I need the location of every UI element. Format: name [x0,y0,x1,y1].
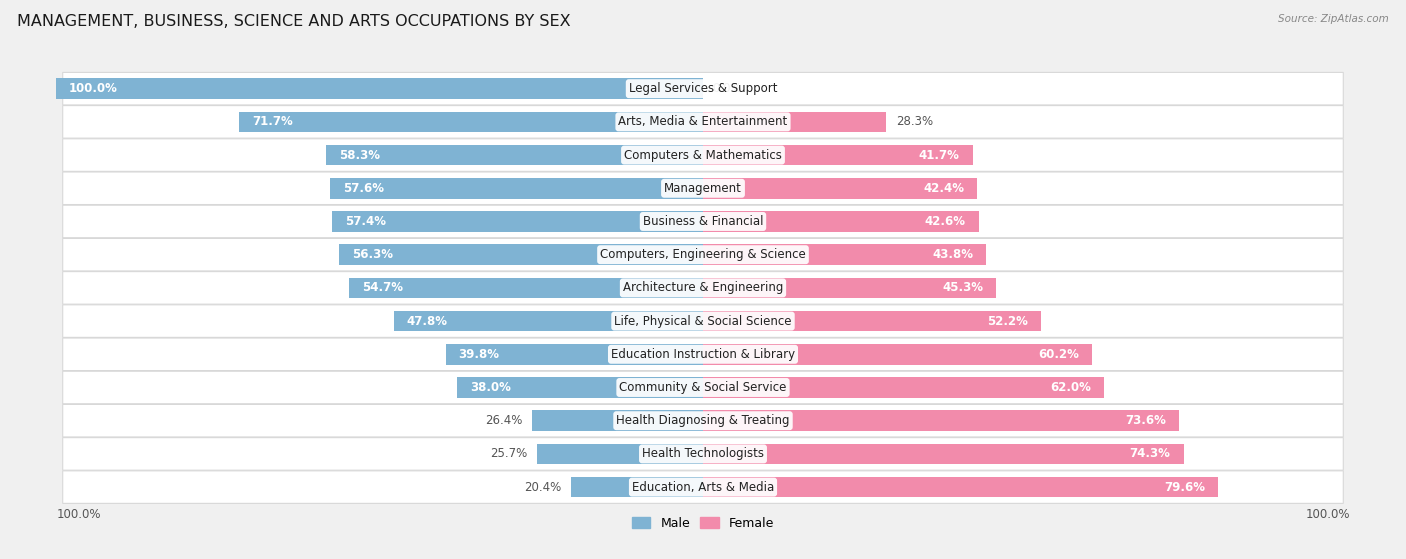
FancyBboxPatch shape [63,238,1343,271]
Text: Source: ZipAtlas.com: Source: ZipAtlas.com [1278,14,1389,24]
Text: 100.0%: 100.0% [1305,508,1350,520]
FancyBboxPatch shape [63,305,1343,338]
Text: Architecture & Engineering: Architecture & Engineering [623,281,783,295]
FancyBboxPatch shape [63,338,1343,371]
Text: Education, Arts & Media: Education, Arts & Media [631,481,775,494]
FancyBboxPatch shape [63,438,1343,470]
Text: Computers & Mathematics: Computers & Mathematics [624,149,782,162]
Text: 73.6%: 73.6% [1125,414,1166,427]
FancyBboxPatch shape [63,172,1343,205]
Text: Computers, Engineering & Science: Computers, Engineering & Science [600,248,806,261]
Bar [703,410,1180,431]
Bar [703,278,995,298]
Bar [703,344,1092,364]
Text: 28.3%: 28.3% [896,115,932,129]
FancyBboxPatch shape [63,73,1343,105]
Text: 62.0%: 62.0% [1050,381,1091,394]
Text: 41.7%: 41.7% [920,149,960,162]
Bar [703,311,1040,331]
Text: 45.3%: 45.3% [942,281,983,295]
Text: 71.7%: 71.7% [252,115,292,129]
FancyBboxPatch shape [63,106,1343,138]
Text: 20.4%: 20.4% [524,481,561,494]
Text: 42.4%: 42.4% [924,182,965,195]
Bar [703,444,1184,464]
Text: 42.6%: 42.6% [925,215,966,228]
Bar [457,377,703,398]
Bar [394,311,703,331]
Text: 54.7%: 54.7% [363,281,404,295]
Text: Health Diagnosing & Treating: Health Diagnosing & Treating [616,414,790,427]
FancyBboxPatch shape [63,139,1343,172]
Bar [537,444,703,464]
Bar [703,211,979,232]
Bar [703,377,1104,398]
Bar [703,112,886,132]
Text: 74.3%: 74.3% [1130,447,1171,461]
Bar [349,278,703,298]
Text: 52.2%: 52.2% [987,315,1028,328]
FancyBboxPatch shape [63,371,1343,404]
Text: 43.8%: 43.8% [932,248,973,261]
Text: Education Instruction & Library: Education Instruction & Library [612,348,794,361]
Text: 79.6%: 79.6% [1164,481,1205,494]
Text: Life, Physical & Social Science: Life, Physical & Social Science [614,315,792,328]
Text: 57.4%: 57.4% [344,215,385,228]
Text: 25.7%: 25.7% [489,447,527,461]
FancyBboxPatch shape [63,404,1343,437]
FancyBboxPatch shape [63,205,1343,238]
Bar [339,244,703,265]
Legend: Male, Female: Male, Female [628,513,778,533]
Text: Arts, Media & Entertainment: Arts, Media & Entertainment [619,115,787,129]
Text: 58.3%: 58.3% [339,149,380,162]
Bar [56,78,703,99]
Bar [446,344,703,364]
Bar [571,477,703,498]
Bar [326,145,703,165]
Bar [703,244,986,265]
Text: Business & Financial: Business & Financial [643,215,763,228]
Bar [703,178,977,198]
Text: Community & Social Service: Community & Social Service [619,381,787,394]
Bar [703,477,1218,498]
Bar [239,112,703,132]
Text: 100.0%: 100.0% [69,82,118,95]
Bar [332,211,703,232]
Text: 38.0%: 38.0% [470,381,510,394]
FancyBboxPatch shape [63,471,1343,503]
Text: 100.0%: 100.0% [56,508,101,520]
Text: Health Technologists: Health Technologists [643,447,763,461]
Text: Legal Services & Support: Legal Services & Support [628,82,778,95]
Text: 39.8%: 39.8% [458,348,499,361]
Text: 57.6%: 57.6% [343,182,384,195]
Text: 47.8%: 47.8% [406,315,447,328]
Bar [703,145,973,165]
Bar [533,410,703,431]
Text: MANAGEMENT, BUSINESS, SCIENCE AND ARTS OCCUPATIONS BY SEX: MANAGEMENT, BUSINESS, SCIENCE AND ARTS O… [17,14,571,29]
Bar [330,178,703,198]
Text: 56.3%: 56.3% [352,248,392,261]
Text: 26.4%: 26.4% [485,414,523,427]
Text: 60.2%: 60.2% [1039,348,1080,361]
Text: Management: Management [664,182,742,195]
FancyBboxPatch shape [63,272,1343,304]
Text: 0.0%: 0.0% [713,82,742,95]
